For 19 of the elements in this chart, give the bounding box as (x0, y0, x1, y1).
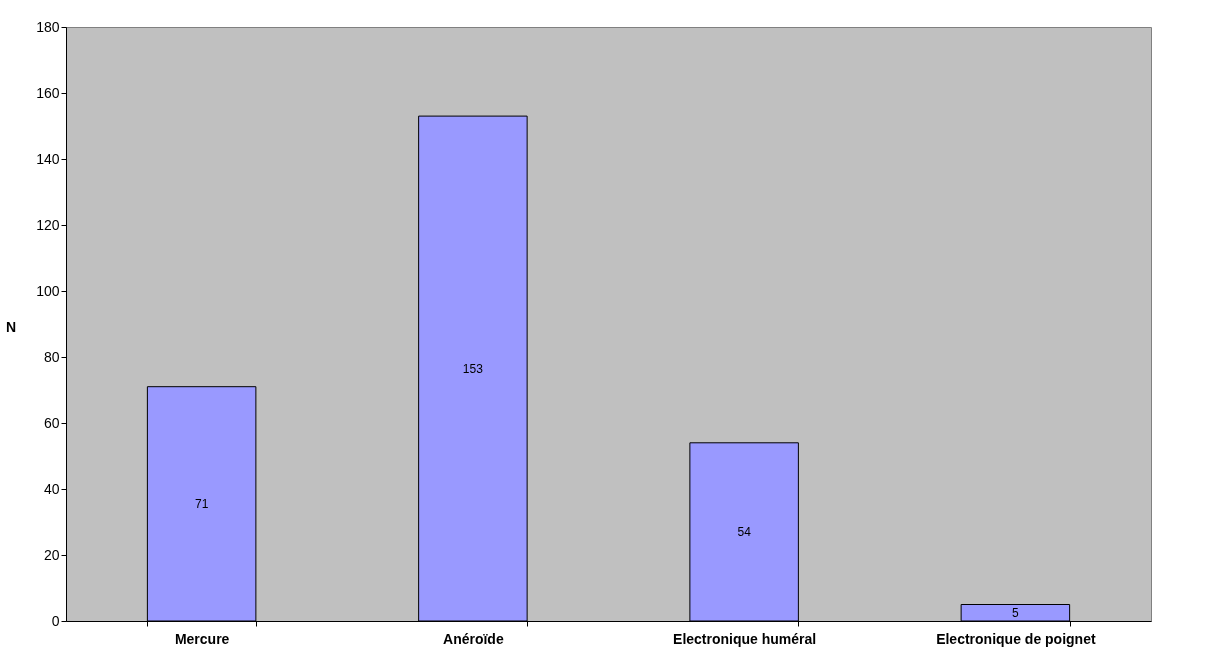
y-tick-label: 180 (36, 18, 60, 35)
y-tick-label: 140 (36, 150, 60, 167)
data-label: 5 (1012, 605, 1020, 620)
y-axis-title: N (6, 318, 17, 335)
y-tick-label: 160 (36, 84, 60, 101)
x-tick-label: Electronique de poignet (936, 630, 1096, 647)
data-label: 54 (737, 524, 752, 539)
data-label: 153 (462, 361, 484, 376)
y-tick-label: 120 (36, 216, 60, 233)
x-tick-label: Anéroïde (443, 630, 504, 647)
data-label: 71 (194, 496, 209, 511)
y-tick-label: 0 (51, 612, 60, 629)
y-tick-label: 40 (43, 480, 60, 497)
y-tick-label: 100 (36, 282, 60, 299)
x-tick-label: Electronique huméral (673, 630, 817, 647)
y-tick-label: 20 (43, 546, 60, 563)
x-tick-label: Mercure (174, 630, 230, 647)
y-tick-label: 60 (43, 414, 60, 431)
y-tick-label: 80 (43, 348, 60, 365)
